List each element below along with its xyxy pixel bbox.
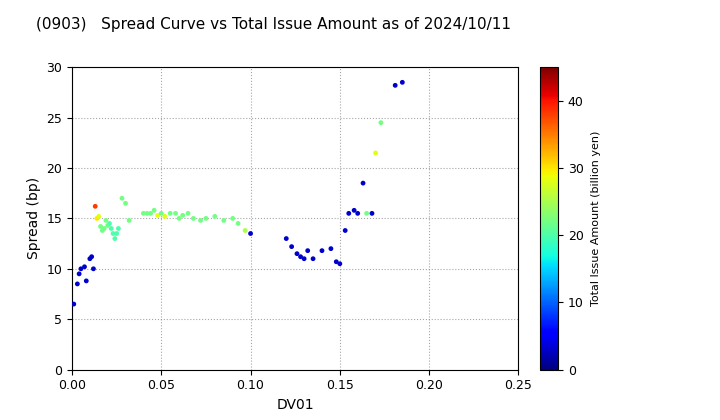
Point [112,225,124,232]
Point [286,243,297,250]
Point [170,210,181,217]
Point [123,217,135,224]
Point [339,227,351,234]
Point [307,255,319,262]
Point [366,210,378,217]
Point [294,253,306,260]
Point [116,195,127,202]
Point [177,212,189,219]
Point [343,210,354,217]
Point [109,235,121,242]
X-axis label: DV01: DV01 [276,398,314,412]
Point [107,230,119,237]
Point [174,215,185,222]
Y-axis label: Total Issue Amount (billion yen): Total Issue Amount (billion yen) [590,131,600,306]
Point [93,213,104,220]
Point [68,301,79,307]
Point [370,150,382,156]
Point [106,225,117,232]
Point [84,255,96,262]
Point [100,217,112,224]
Point [316,247,328,254]
Point [361,210,372,217]
Point [89,203,101,210]
Point [281,235,292,242]
Point [348,207,360,214]
Point [182,210,194,217]
Point [352,210,364,217]
Point [233,220,244,227]
Point [104,220,115,227]
Point [334,260,346,267]
Point [330,258,342,265]
Point [86,253,97,260]
Point [227,215,238,222]
Point [111,230,122,237]
Point [390,82,401,89]
Point [148,207,160,214]
Point [138,210,149,217]
Point [209,213,220,220]
Point [120,200,131,207]
Y-axis label: Spread (bp): Spread (bp) [27,177,41,260]
Point [81,278,92,284]
Point [200,215,212,222]
Point [302,247,313,254]
Point [357,180,369,186]
Point [91,215,103,222]
Text: (0903)   Spread Curve vs Total Issue Amount as of 2024/10/11: (0903) Spread Curve vs Total Issue Amoun… [36,17,511,32]
Point [397,79,408,86]
Point [218,217,230,224]
Point [164,210,176,217]
Point [145,210,156,217]
Point [245,230,256,237]
Point [375,119,387,126]
Point [240,227,251,234]
Point [159,213,171,220]
Point [78,263,90,270]
Point [95,223,107,230]
Point [71,281,83,287]
Point [188,215,199,222]
Point [141,210,153,217]
Point [73,270,85,277]
Point [152,212,163,219]
Point [156,210,167,217]
Point [325,245,337,252]
Point [75,265,86,272]
Point [99,225,110,232]
Point [291,250,302,257]
Point [298,255,310,262]
Point [88,265,99,272]
Point [102,222,114,229]
Point [195,217,207,224]
Point [96,227,108,234]
